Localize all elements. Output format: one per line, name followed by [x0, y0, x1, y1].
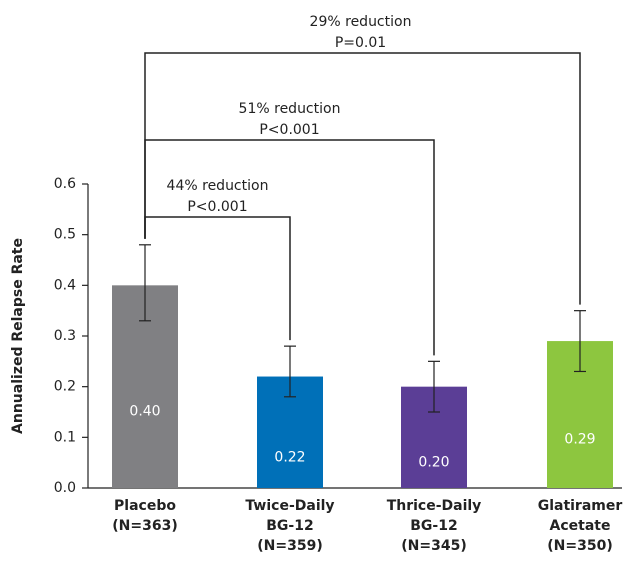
- y-tick-label: 0.4: [54, 277, 76, 293]
- y-tick-label: 0.2: [54, 379, 76, 395]
- comparison-p: P=0.01: [335, 35, 386, 51]
- x-tick-label: (N=345): [401, 538, 466, 554]
- x-tick-label: Placebo: [114, 498, 176, 514]
- x-tick-label: Twice-Daily: [245, 498, 334, 514]
- comparison-p: P<0.001: [259, 122, 319, 138]
- x-tick-label: Thrice-Daily: [387, 498, 482, 514]
- value-label: 0.20: [418, 454, 449, 470]
- x-tick-label: (N=350): [547, 538, 612, 554]
- x-tick-label: BG-12: [410, 518, 457, 534]
- x-tick-label: (N=363): [112, 518, 177, 534]
- y-tick-label: 0.1: [54, 429, 76, 445]
- comparison-label: 44% reduction: [167, 178, 269, 194]
- x-tick-label: (N=359): [257, 538, 322, 554]
- y-tick-label: 0.6: [54, 176, 76, 192]
- comparison-p: P<0.001: [187, 199, 247, 215]
- y-axis-title: Annualized Relapse Rate: [10, 238, 26, 434]
- value-label: 0.22: [274, 449, 305, 465]
- y-tick-label: 0.0: [54, 480, 76, 496]
- y-tick-label: 0.5: [54, 227, 76, 243]
- comparison-bracket: [144, 52, 581, 305]
- x-tick-label: Glatiramer: [538, 498, 623, 514]
- comparison-label: 51% reduction: [239, 101, 341, 117]
- value-label: 0.29: [564, 432, 595, 448]
- value-label: 0.40: [129, 404, 160, 420]
- x-tick-label: BG-12: [266, 518, 313, 534]
- comparison-label: 29% reduction: [310, 14, 412, 30]
- y-tick-label: 0.3: [54, 328, 76, 344]
- x-tick-label: Acetate: [550, 518, 611, 534]
